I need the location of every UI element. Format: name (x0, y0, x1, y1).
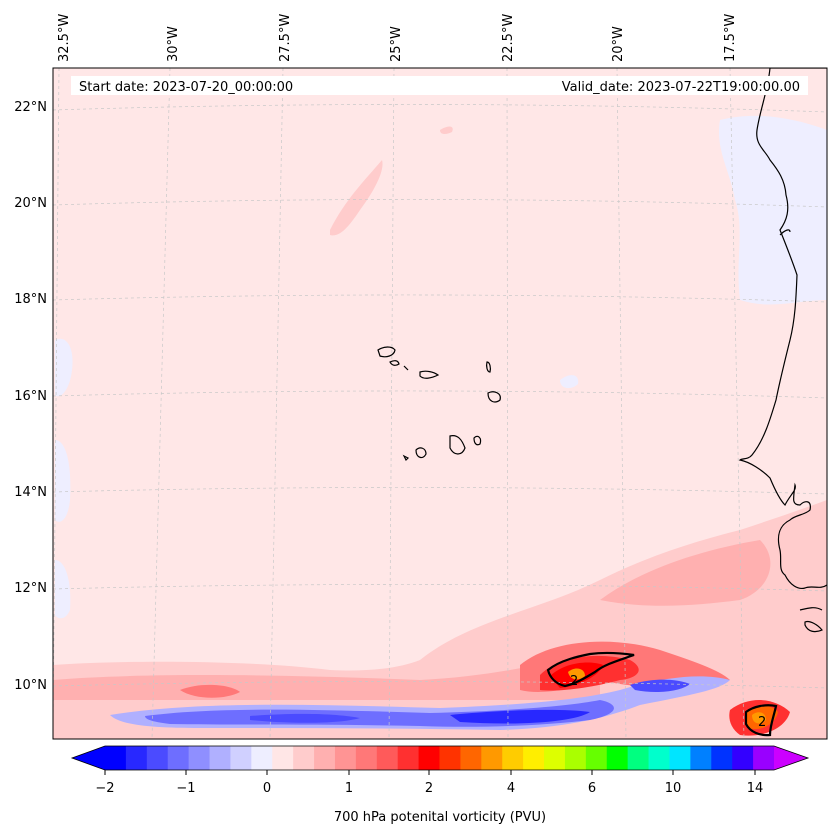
colorbar-tick-label: 10 (665, 781, 682, 796)
colorbar-swatch (167, 746, 190, 770)
lon-label: 32.5°W (57, 14, 72, 62)
colorbar-swatch (355, 746, 378, 770)
longitude-labels: 32.5°W 30°W 27.5°W 25°W 22.5°W 20°W 17.5… (57, 14, 738, 62)
colorbar-swatches (105, 746, 775, 770)
lon-label: 27.5°W (278, 14, 293, 62)
lat-label: 14°N (14, 485, 47, 500)
lat-label: 10°N (14, 678, 47, 693)
lon-label: 22.5°W (501, 14, 516, 62)
colorbar-swatch (669, 746, 691, 770)
colorbar-swatch (481, 746, 503, 770)
colorbar-tick-label: 14 (747, 781, 764, 796)
start-date-label: Start date: 2023-07-20_00:00:00 (79, 80, 293, 95)
lat-label: 12°N (14, 581, 47, 596)
colorbar-tick-label: 4 (507, 781, 515, 796)
lon-label: 20°W (611, 26, 626, 62)
colorbar-swatch (732, 746, 754, 770)
colorbar-swatch (606, 746, 629, 770)
colorbar-under-arrow (72, 746, 105, 770)
colorbar-label: 700 hPa potenital vorticity (PVU) (334, 810, 546, 825)
lat-label: 20°N (14, 196, 47, 211)
colorbar-swatch (397, 746, 420, 770)
latitude-labels: 22°N 20°N 18°N 16°N 14°N 12°N 10°N (14, 100, 47, 693)
colorbar-swatch (125, 746, 148, 770)
lon-label: 25°W (389, 26, 404, 62)
lon-label: 30°W (166, 26, 181, 62)
colorbar-swatch (334, 746, 357, 770)
colorbar-swatch (753, 746, 775, 770)
pv-2-contours (546, 651, 778, 737)
colorbar-swatch (564, 746, 587, 770)
colorbar-swatch (293, 746, 315, 770)
contour-label: 2 (570, 674, 578, 689)
colorbar-swatch (105, 746, 127, 770)
colorbar-swatch (418, 746, 440, 770)
lon-label: 17.5°W (723, 14, 738, 62)
colorbar-swatch (523, 746, 545, 770)
colorbar-tick-label: −2 (95, 781, 114, 796)
colorbar-tick-label: 2 (425, 781, 433, 796)
colorbar-swatch (648, 746, 670, 770)
info-box (71, 76, 808, 95)
colorbar-swatch (439, 746, 461, 770)
colorbar: −2 −1 0 1 2 4 6 10 14 700 hPa potenital … (70, 745, 810, 825)
colorbar-tick-label: 1 (345, 781, 353, 796)
coastline (377, 68, 827, 633)
colorbar-swatch (376, 746, 399, 770)
colorbar-swatch (502, 746, 524, 770)
colorbar-swatch (209, 746, 231, 770)
colorbar-ticks (104, 770, 756, 775)
colorbar-swatch (627, 746, 650, 770)
pv-2-contour-labels: 2 2 (570, 674, 766, 730)
colorbar-tick-label: −1 (176, 781, 195, 796)
colorbar-tick-labels: −2 −1 0 1 2 4 6 10 14 (95, 781, 763, 796)
colorbar-swatch (711, 746, 733, 770)
colorbar-tick-label: 0 (263, 781, 271, 796)
lat-label: 16°N (14, 389, 47, 404)
graticule (53, 68, 827, 739)
colorbar-swatch (460, 746, 482, 770)
colorbar-swatch (251, 746, 273, 770)
colorbar-swatch (585, 746, 608, 770)
colorbar-over-arrow (774, 746, 808, 770)
colorbar-swatch (188, 746, 211, 770)
colorbar-swatch (314, 746, 336, 770)
contour-label: 2 (758, 715, 766, 730)
colorbar-swatch (272, 746, 294, 770)
colorbar-swatch (230, 746, 252, 770)
valid-date-label: Valid_date: 2023-07-22T19:00:00.00 (562, 80, 800, 95)
map-frame (52, 67, 828, 740)
colorbar-swatch (690, 746, 712, 770)
colorbar-tick-label: 6 (588, 781, 596, 796)
map-panel: 2 2 Start date: 2023-07-20_00:00:00 Vali… (53, 68, 827, 739)
colorbar-swatch (544, 746, 566, 770)
colorbar-swatch (146, 746, 169, 770)
lat-label: 22°N (14, 100, 47, 115)
pv-negative-band (110, 676, 730, 730)
lat-label: 18°N (14, 292, 47, 307)
